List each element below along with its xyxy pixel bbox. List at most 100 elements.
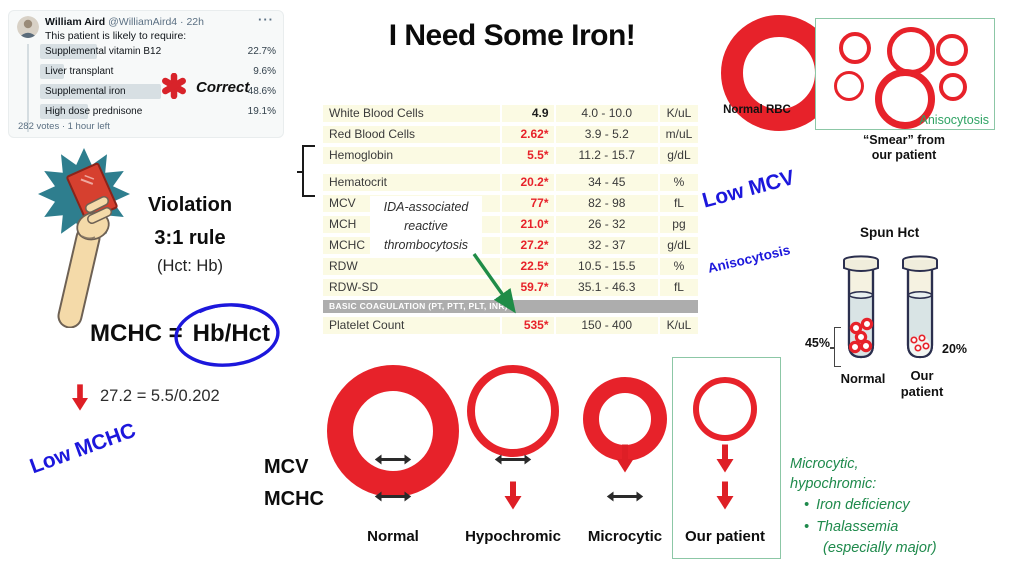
test-tube-patient xyxy=(902,255,938,359)
down-arrow-icon xyxy=(72,384,88,411)
bullet-icon: • xyxy=(804,497,810,513)
poll-option[interactable]: High dose prednisone 19.1% xyxy=(40,104,276,119)
lab-cell-range: 3.9 - 5.2 xyxy=(555,126,658,143)
lab-table: White Blood Cells 4.9 4.0 - 10.0 K/uL Red Bl… xyxy=(323,105,698,338)
violation-line2: 3:1 rule xyxy=(154,227,226,249)
poll-option-label: High dose prednisone xyxy=(45,106,143,117)
green-note-line2: hypochromic: xyxy=(790,476,877,492)
tube-label-patient-line2: patient xyxy=(900,384,944,399)
violation-line3: (Hct: Hb) xyxy=(157,257,223,275)
equation-lhs: MCHC = xyxy=(90,320,183,347)
poll-options: Supplemental vitamin B12 22.7% Liver trans… xyxy=(40,44,276,124)
rbc-cell xyxy=(834,71,864,101)
mcv-arrow xyxy=(374,452,412,470)
poll-option-pct: 9.6% xyxy=(253,66,276,77)
test-tube-normal xyxy=(843,255,879,359)
poll-option-pct: 48.6% xyxy=(247,86,276,97)
lab-cell-value: 27.2* xyxy=(501,237,554,254)
lab-cell-test: Red Blood Cells xyxy=(323,126,500,143)
tube-label-normal: Normal xyxy=(840,371,886,386)
tweet-author-name: William Aird xyxy=(45,16,106,28)
lab-cell-unit: % xyxy=(659,258,698,275)
tube-label-patient-line1: Our xyxy=(910,368,934,383)
lab-row: RDW 22.5* 10.5 - 15.5% xyxy=(323,258,698,275)
mcv-arrow xyxy=(716,444,734,478)
correct-asterisk-icon xyxy=(162,73,186,99)
callout-line: IDA-associated xyxy=(383,200,469,214)
green-note-bullet2-text: Thalassemia xyxy=(816,519,899,535)
avatar-photo xyxy=(17,16,39,38)
poll-footer: 282 votes · 1 hour left xyxy=(18,121,110,132)
patient-hct-pct: 20% xyxy=(942,342,968,356)
poll-option-label: Supplemental iron xyxy=(45,86,126,97)
lab-cell-value: 22.5* xyxy=(501,258,554,275)
lab-cell-value: 2.62* xyxy=(501,126,554,143)
green-note-bullet2: • Thalassemia xyxy=(790,516,1004,538)
blue-circle-annotation xyxy=(174,303,280,367)
normal-rbc-label: Normal RBC xyxy=(723,104,791,116)
rbc-cell xyxy=(875,69,935,129)
matrix-row-label-mcv: MCV xyxy=(264,456,309,478)
equation-rhs: Hb/Hct xyxy=(192,320,271,347)
callout-line: reactive xyxy=(404,219,448,233)
lab-cell-value: 5.5* xyxy=(501,147,554,164)
rbc-circle-our-patient xyxy=(693,377,757,441)
lab-cell-unit: K/uL xyxy=(659,317,698,334)
low-mchc-note: Low MCHC xyxy=(26,418,139,479)
thrombocytosis-callout: IDA-associated reactive thrombocytosis xyxy=(370,196,482,257)
spun-hct-title: Spun Hct xyxy=(860,225,920,240)
low-mcv-note: Low MCV xyxy=(699,165,798,213)
anisocytosis-label: Anisocytosis xyxy=(919,113,989,127)
poll-bar xyxy=(40,44,97,59)
poll-bar xyxy=(40,64,64,79)
lab-cell-test: RDW-SD xyxy=(323,279,500,296)
rbc-circle-normal xyxy=(327,365,459,497)
poll-bar xyxy=(40,104,88,119)
mchc-equation: MCHC = Hb/Hct xyxy=(90,320,270,348)
tweet-time: · 22h xyxy=(180,16,204,28)
avatar[interactable] xyxy=(17,16,39,38)
lab-cell-unit: K/uL xyxy=(659,105,698,122)
callout-line: thrombocytosis xyxy=(383,238,469,252)
normal-hct-pct: 45% xyxy=(804,336,830,350)
matrix-column-label: Normal xyxy=(367,528,419,545)
lab-cell-range: 26 - 32 xyxy=(555,216,658,233)
lab-cell-range: 32 - 37 xyxy=(555,237,658,254)
tube-label-patient: Our patient xyxy=(881,368,963,400)
smear-caption-line2: our patient xyxy=(871,148,937,162)
correct-label: Correct xyxy=(196,79,250,96)
lab-row: Hematocrit 20.2* 34 - 45% xyxy=(323,174,698,191)
thread-line xyxy=(27,44,29,132)
lab-cell-range: 35.1 - 46.3 xyxy=(555,279,658,296)
poll-option-pct: 22.7% xyxy=(247,46,276,57)
lab-cell-range: 10.5 - 15.5 xyxy=(555,258,658,275)
more-icon[interactable]: ··· xyxy=(258,12,274,27)
poll-option-pct: 19.1% xyxy=(247,106,276,117)
lab-cell-unit: g/dL xyxy=(659,237,698,254)
lab-cell-test: White Blood Cells xyxy=(323,105,500,122)
lab-cell-value: 535* xyxy=(501,317,554,334)
red-card-hand-illustration xyxy=(38,148,130,328)
lab-row: RDW-SD 59.7* 35.1 - 46.3 fL xyxy=(323,279,698,296)
poll-option[interactable]: Supplemental iron 48.6% xyxy=(40,84,276,99)
lab-cell-range: 150 - 400 xyxy=(555,317,658,334)
smear-caption: “Smear” from our patient xyxy=(843,133,965,163)
lab-cell-test: Hemoglobin xyxy=(323,147,500,164)
lab-cell-range: 4.0 - 10.0 xyxy=(555,105,658,122)
green-note-line1: Microcytic, xyxy=(790,456,859,472)
poll-option[interactable]: Liver transplant 9.6% xyxy=(40,64,276,79)
poll-option[interactable]: Supplemental vitamin B12 22.7% xyxy=(40,44,276,59)
tweet-author: William Aird @WilliamAird4 · 22h xyxy=(45,16,204,28)
tweet-author-handle: @WilliamAird4 xyxy=(108,16,178,28)
rbc-circle-hypochromic xyxy=(467,365,559,457)
lab-cell-unit: fL xyxy=(659,195,698,212)
mchc-arrow xyxy=(716,481,734,515)
page-title: I Need Some Iron! xyxy=(388,19,636,52)
mchc-arrow xyxy=(504,481,522,515)
hct-bracket xyxy=(830,327,841,367)
mchc-arrow xyxy=(606,489,644,507)
green-note-bullet1: • Iron deficiency xyxy=(790,494,1004,516)
lab-cell-test: Platelet Count xyxy=(323,317,500,334)
matrix-column-label: Hypochromic xyxy=(465,528,561,545)
